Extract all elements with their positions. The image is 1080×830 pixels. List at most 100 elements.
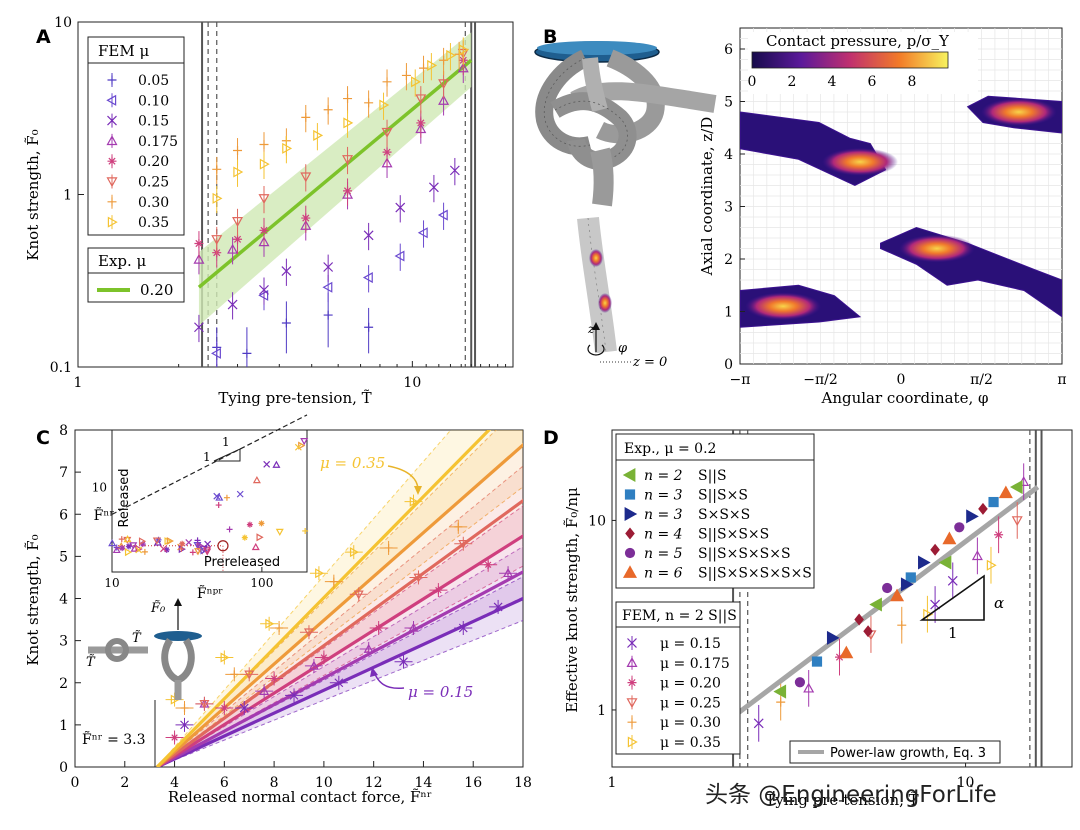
c-band-edge: [156, 430, 497, 767]
d-exp-point: [1009, 480, 1023, 495]
d-exp-point: [978, 502, 988, 515]
inset-point: [152, 537, 161, 545]
d-exp-point: [930, 543, 940, 556]
panel-d-exp-legend: Exp., μ = 0.2 n = 2 S||S n = 3 S||S×S n = 3 S…: [615, 433, 815, 589]
d-exp-legend-label: S||S×S: [698, 488, 748, 504]
c-band-edge: [156, 486, 523, 767]
d-fem-point: [803, 682, 815, 693]
d-fem-point: [971, 550, 983, 561]
c-point-mu-0.15: [239, 703, 249, 713]
d-fem-legend-label: μ = 0.15: [660, 636, 721, 652]
a-point-mu-0.10: [322, 281, 333, 293]
inset-point: [124, 548, 133, 557]
c-band-edge: [156, 430, 452, 767]
d-exp-legend-marker: [624, 489, 636, 500]
d-exp-legend-marker: [625, 527, 635, 540]
panel-c-fit-lines: [155, 430, 523, 767]
inset-point: [256, 533, 264, 542]
d-exp-legend-label: S×S×S: [698, 507, 750, 523]
d-exp-legend-n: n = 4: [644, 527, 683, 543]
a-point-mu-0.30: [301, 112, 311, 122]
colorbar-tick: 8: [908, 74, 917, 90]
a-point-mu-0.35: [313, 129, 324, 141]
panel-a-fem-legend: FEM μ 0.05 0.10 0.15 0.175 0.20 0.25 0.30 0.35: [87, 36, 185, 236]
d-fem-point: [753, 718, 764, 729]
c-point-mu-0.35: [409, 496, 419, 507]
a-point-mu-0.10: [362, 272, 373, 284]
d-exp-point: [869, 597, 882, 612]
b-ytick-label: 4: [724, 147, 733, 163]
knot-strand-6: [582, 57, 608, 113]
a-point-mu-0.30: [343, 94, 353, 104]
c-point-mu-0.175: [503, 567, 514, 578]
inset-point: [112, 545, 121, 554]
annotation-mu-015: μ = 0.15: [408, 683, 473, 701]
a-point-mu-0.35: [446, 49, 457, 61]
a-point-mu-0.20: [194, 238, 204, 248]
legend-mu-0.10: 0.10: [138, 93, 169, 109]
b-xtick-label: −π: [730, 372, 751, 388]
schematic-t-right: T̃: [132, 630, 142, 646]
inset-xlabel: F̃ⁿᵖʳ: [197, 584, 223, 602]
c-band-mu-0.30: [157, 430, 523, 767]
a-point-mu-0.15: [395, 202, 406, 213]
a-point-mu-0.30: [364, 98, 374, 108]
panel-d-slope-one: 1: [948, 624, 958, 642]
inset-point: [163, 546, 170, 553]
d-fem-legend-label: μ = 0.30: [660, 715, 721, 731]
c-point-mu-0.20: [374, 623, 383, 632]
inset-point: [263, 460, 271, 468]
legend-marker-0.05: [107, 75, 117, 85]
c-point-mu-0.25: [303, 628, 314, 638]
c-xtick-label: 10: [315, 775, 333, 791]
inset-point: [258, 520, 265, 527]
c-fit-line-mu-0.35: [155, 430, 492, 767]
c-point-mu-0.30: [454, 522, 463, 531]
panel-c-xlabel: Released normal contact force, F̃ⁿʳ: [168, 788, 432, 806]
a-point-mu-0.25: [381, 127, 393, 138]
inset-point: [272, 460, 281, 468]
a-point-mu-0.05: [281, 318, 291, 328]
c-xtick-label: 2: [120, 775, 129, 791]
d-fem-legend-marker: [626, 657, 638, 668]
c-point-mu-0.175: [259, 685, 270, 695]
a-point-mu-0.30: [419, 63, 429, 73]
watermark: 头条 @EngineeringForLife: [705, 782, 997, 808]
c-point-mu-0.30: [329, 577, 338, 586]
b-xtick-label: π/2: [970, 372, 993, 388]
panel-d-fem-legend: FEM, n = 2 S||S μ = 0.15 μ = 0.175 μ = 0.2…: [615, 601, 741, 755]
c-point-mu-0.15: [334, 678, 344, 688]
d-exp-legend-marker: [622, 565, 638, 578]
d-ytick-label: 10: [588, 513, 606, 529]
a-point-mu-0.175: [258, 236, 270, 247]
inset-point: [241, 534, 248, 541]
inset-threshold-marker: [217, 540, 229, 552]
a-point-mu-0.10: [417, 227, 428, 239]
c-point-mu-0.15: [458, 623, 468, 633]
a-fit-band: [198, 32, 472, 326]
d-fem-legend-marker: [627, 638, 637, 648]
a-point-mu-0.15: [259, 284, 269, 295]
c-xtick-label: 8: [270, 775, 279, 791]
inset-point: [275, 528, 284, 536]
d-exp-legend-marker: [622, 467, 636, 483]
c-point-mu-0.20: [220, 704, 229, 713]
colorbar-tick: 6: [868, 74, 877, 90]
phi-label: φ: [618, 341, 628, 356]
d-exp-legend-n: n = 6: [644, 566, 683, 582]
schematic-tight-knot: [161, 638, 195, 684]
panel-a-fit-band: [197, 32, 473, 326]
b-ytick-label: 1: [724, 305, 733, 321]
d-exp-point: [942, 531, 957, 545]
d-exp-point: [918, 555, 931, 570]
d-exp-legend-marker: [624, 547, 636, 559]
panel-c-ylabel: Knot strength, F̃₀: [24, 534, 42, 665]
d-exp-point: [905, 572, 916, 583]
inset-point: [195, 541, 202, 548]
a-point-mu-0.35: [343, 117, 354, 129]
d-exp-point: [854, 613, 864, 626]
a-point-mu-0.30: [323, 105, 333, 115]
c-point-mu-0.15: [289, 690, 299, 700]
c-ytick-label: 0: [59, 760, 68, 776]
